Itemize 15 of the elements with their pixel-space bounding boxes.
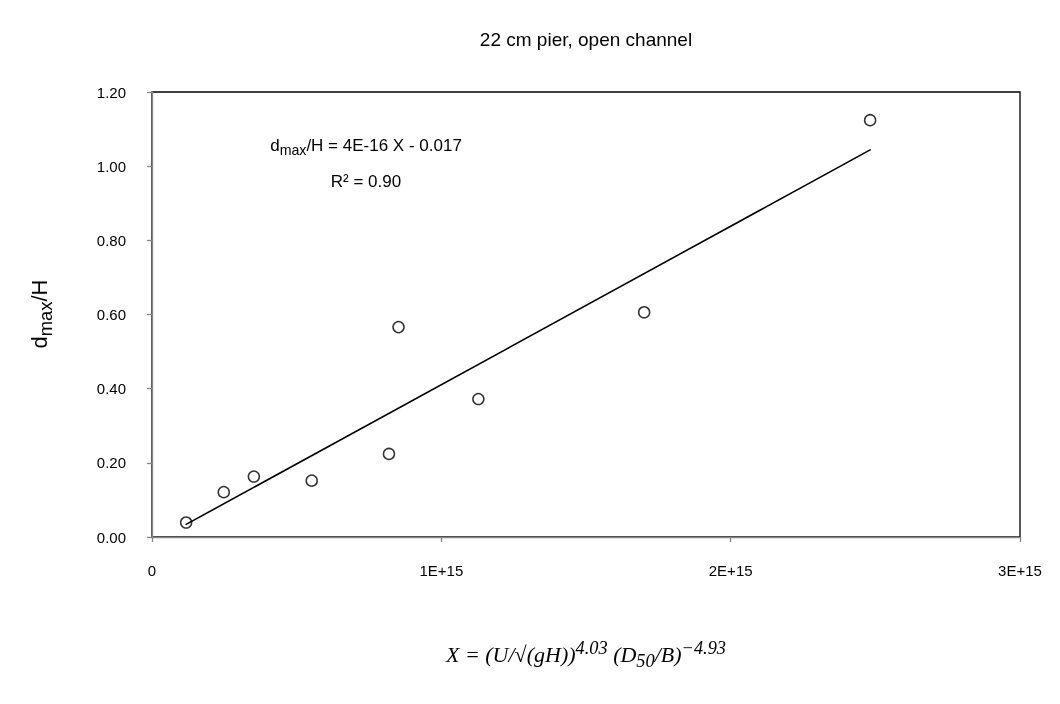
annotation: R² = 0.90 [329,171,403,194]
y-tick-label: 0.60 [96,306,126,323]
y-tick-label: 0.80 [96,231,126,249]
x-tick-label: 0 [147,562,157,579]
y-tick-label: 0.00 [96,528,126,546]
annotation: d$_{max}$/H = 4E-16 X - 0.017 [270,135,462,161]
x-tick-label: 2E+15 [708,562,753,579]
x-tick-label: 1E+15 [419,562,464,579]
chart-title: 22 cm pier, open channel [479,29,693,51]
x-tick-label: 3E+15 [998,562,1042,579]
x-axis-title: X = (U/√(gH))$^{4.03}$ (D$_{50}$/B)$^{−4.93}$ [445,637,727,673]
y-tick-label: 1.20 [96,83,126,101]
y-tick-label: 1.00 [96,157,126,175]
y-tick-label: 0.40 [96,380,126,398]
y-tick-label: 0.20 [96,454,126,472]
